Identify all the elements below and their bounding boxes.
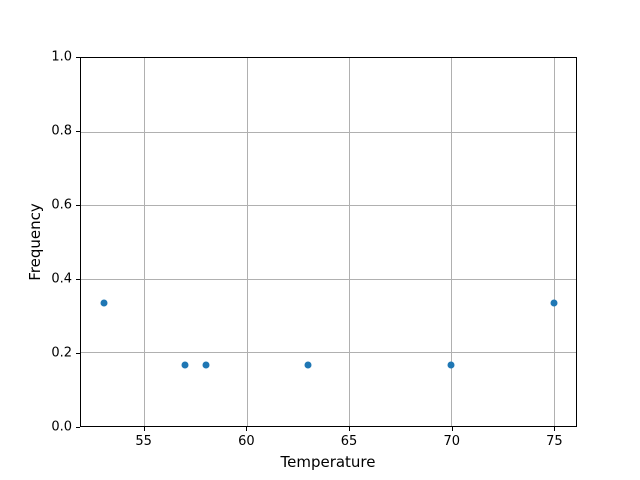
x-tick-mark <box>246 427 248 431</box>
y-tick-mark <box>76 131 80 132</box>
y-tick-label: 0.8 <box>51 123 72 139</box>
data-point <box>304 361 312 369</box>
y-tick-label: 0.6 <box>51 197 72 213</box>
x-gridline <box>348 58 350 426</box>
x-tick-label: 70 <box>443 434 460 449</box>
y-gridline <box>81 131 576 133</box>
x-tick-mark <box>554 427 556 431</box>
y-tick-label: 1.0 <box>51 49 72 65</box>
data-point <box>447 361 455 369</box>
y-gridline <box>81 352 576 354</box>
y-tick-mark <box>76 57 80 58</box>
y-tick-mark <box>76 353 80 354</box>
x-tick-mark <box>349 427 351 431</box>
data-point <box>181 361 189 369</box>
x-tick-label: 65 <box>340 434 358 449</box>
y-tick-mark <box>76 427 80 428</box>
y-gridline <box>81 278 576 280</box>
x-tick-mark <box>451 427 453 431</box>
y-axis-label: Frequency <box>26 203 44 281</box>
data-point <box>202 361 210 369</box>
x-gridline <box>451 58 453 426</box>
x-tick-label: 75 <box>546 434 563 449</box>
y-gridline <box>81 205 576 207</box>
x-tick-label: 60 <box>238 434 255 449</box>
plot-area <box>80 57 577 427</box>
y-tick-label: 0.4 <box>51 271 72 287</box>
data-point <box>100 299 107 307</box>
x-tick-mark <box>143 427 145 431</box>
y-tick-label: 0.2 <box>51 345 72 361</box>
x-gridline <box>553 58 555 426</box>
y-tick-mark <box>76 205 80 206</box>
data-point <box>550 299 557 307</box>
y-tick-label: 0.0 <box>51 419 72 435</box>
x-gridline <box>246 58 248 426</box>
y-tick-mark <box>76 279 80 280</box>
x-tick-label: 55 <box>135 434 152 449</box>
x-gridline <box>144 58 146 426</box>
x-axis-label: Temperature <box>280 453 376 471</box>
